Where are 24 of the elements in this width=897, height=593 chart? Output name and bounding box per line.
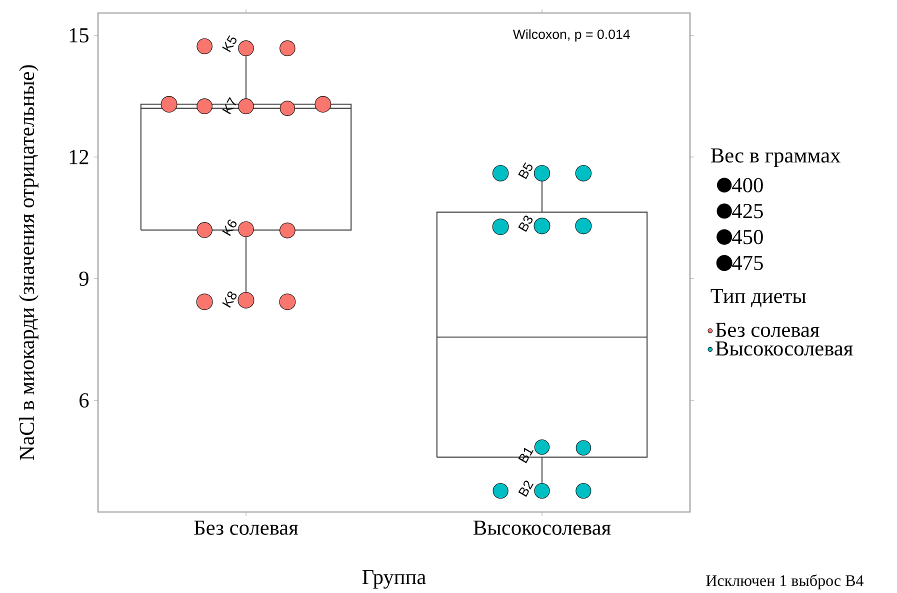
- legend-label: 400: [732, 178, 763, 192]
- y-tick-label: 15: [70, 28, 88, 42]
- annotation: K5: [222, 35, 236, 52]
- annotation: Wilcoxon, p = 0.014: [512, 29, 630, 42]
- legend-label: 425: [732, 204, 763, 218]
- legend-label: 475: [732, 256, 763, 270]
- x-axis-title: Группа: [362, 570, 426, 589]
- annotation: K6: [222, 220, 237, 236]
- legend-label: 450: [732, 230, 763, 244]
- annotation: B1: [518, 448, 534, 464]
- legend-title: Тип диеты: [710, 289, 806, 308]
- annotation: B3: [518, 216, 533, 232]
- y-axis-title: NaCl в миокарди (значения отрицательные): [19, 65, 38, 460]
- text: Вес в граммах: [710, 148, 840, 167]
- annotation: B2: [518, 480, 534, 497]
- y-tick-label: 9: [79, 272, 88, 286]
- annotation: K8: [222, 291, 237, 308]
- legend-label: Высокосолевая: [716, 341, 853, 356]
- y-tick-label: 6: [80, 393, 89, 408]
- text: Исключен 1 выброс B4: [706, 574, 864, 590]
- legend-label: Без солевая: [716, 322, 820, 337]
- annotation: B5: [518, 162, 532, 180]
- y-tick-label: 12: [70, 150, 88, 164]
- annotation: K7: [222, 97, 236, 114]
